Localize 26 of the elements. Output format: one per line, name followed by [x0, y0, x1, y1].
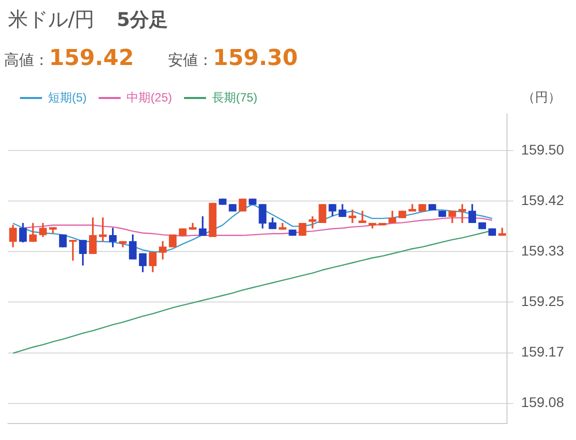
candlestick [298, 222, 306, 236]
y-tick-label: 159.17 [521, 344, 564, 360]
y-tick-label: 159.08 [521, 394, 564, 410]
y-axis-title: （円） [522, 90, 562, 106]
chart-title: 米ドル/円 [8, 7, 95, 31]
y-tick-label: 159.25 [521, 293, 564, 310]
candlestick [288, 230, 296, 236]
candlestick [59, 234, 67, 248]
candlestick [218, 198, 226, 205]
candlestick [378, 222, 386, 226]
candlestick [228, 204, 236, 212]
y-tick-label: 159.33 [521, 242, 564, 258]
candlestick [418, 204, 426, 212]
y-tick-label: 159.50 [521, 141, 564, 158]
candlestick [208, 202, 216, 237]
candlestick [248, 198, 256, 205]
chart-subtitle: 5分足 [116, 9, 168, 31]
legend-label: 中期(25) [126, 90, 172, 104]
legend-label: 長期(75) [212, 90, 258, 104]
candlestick [318, 204, 326, 223]
candlestick [238, 198, 246, 212]
y-tick-label: 159.42 [521, 192, 564, 208]
candlestick [168, 234, 177, 248]
text: 高値：159.42 [4, 46, 134, 71]
text: 安値：159.30 [168, 46, 298, 71]
legend-label: 短期(5) [48, 90, 87, 104]
